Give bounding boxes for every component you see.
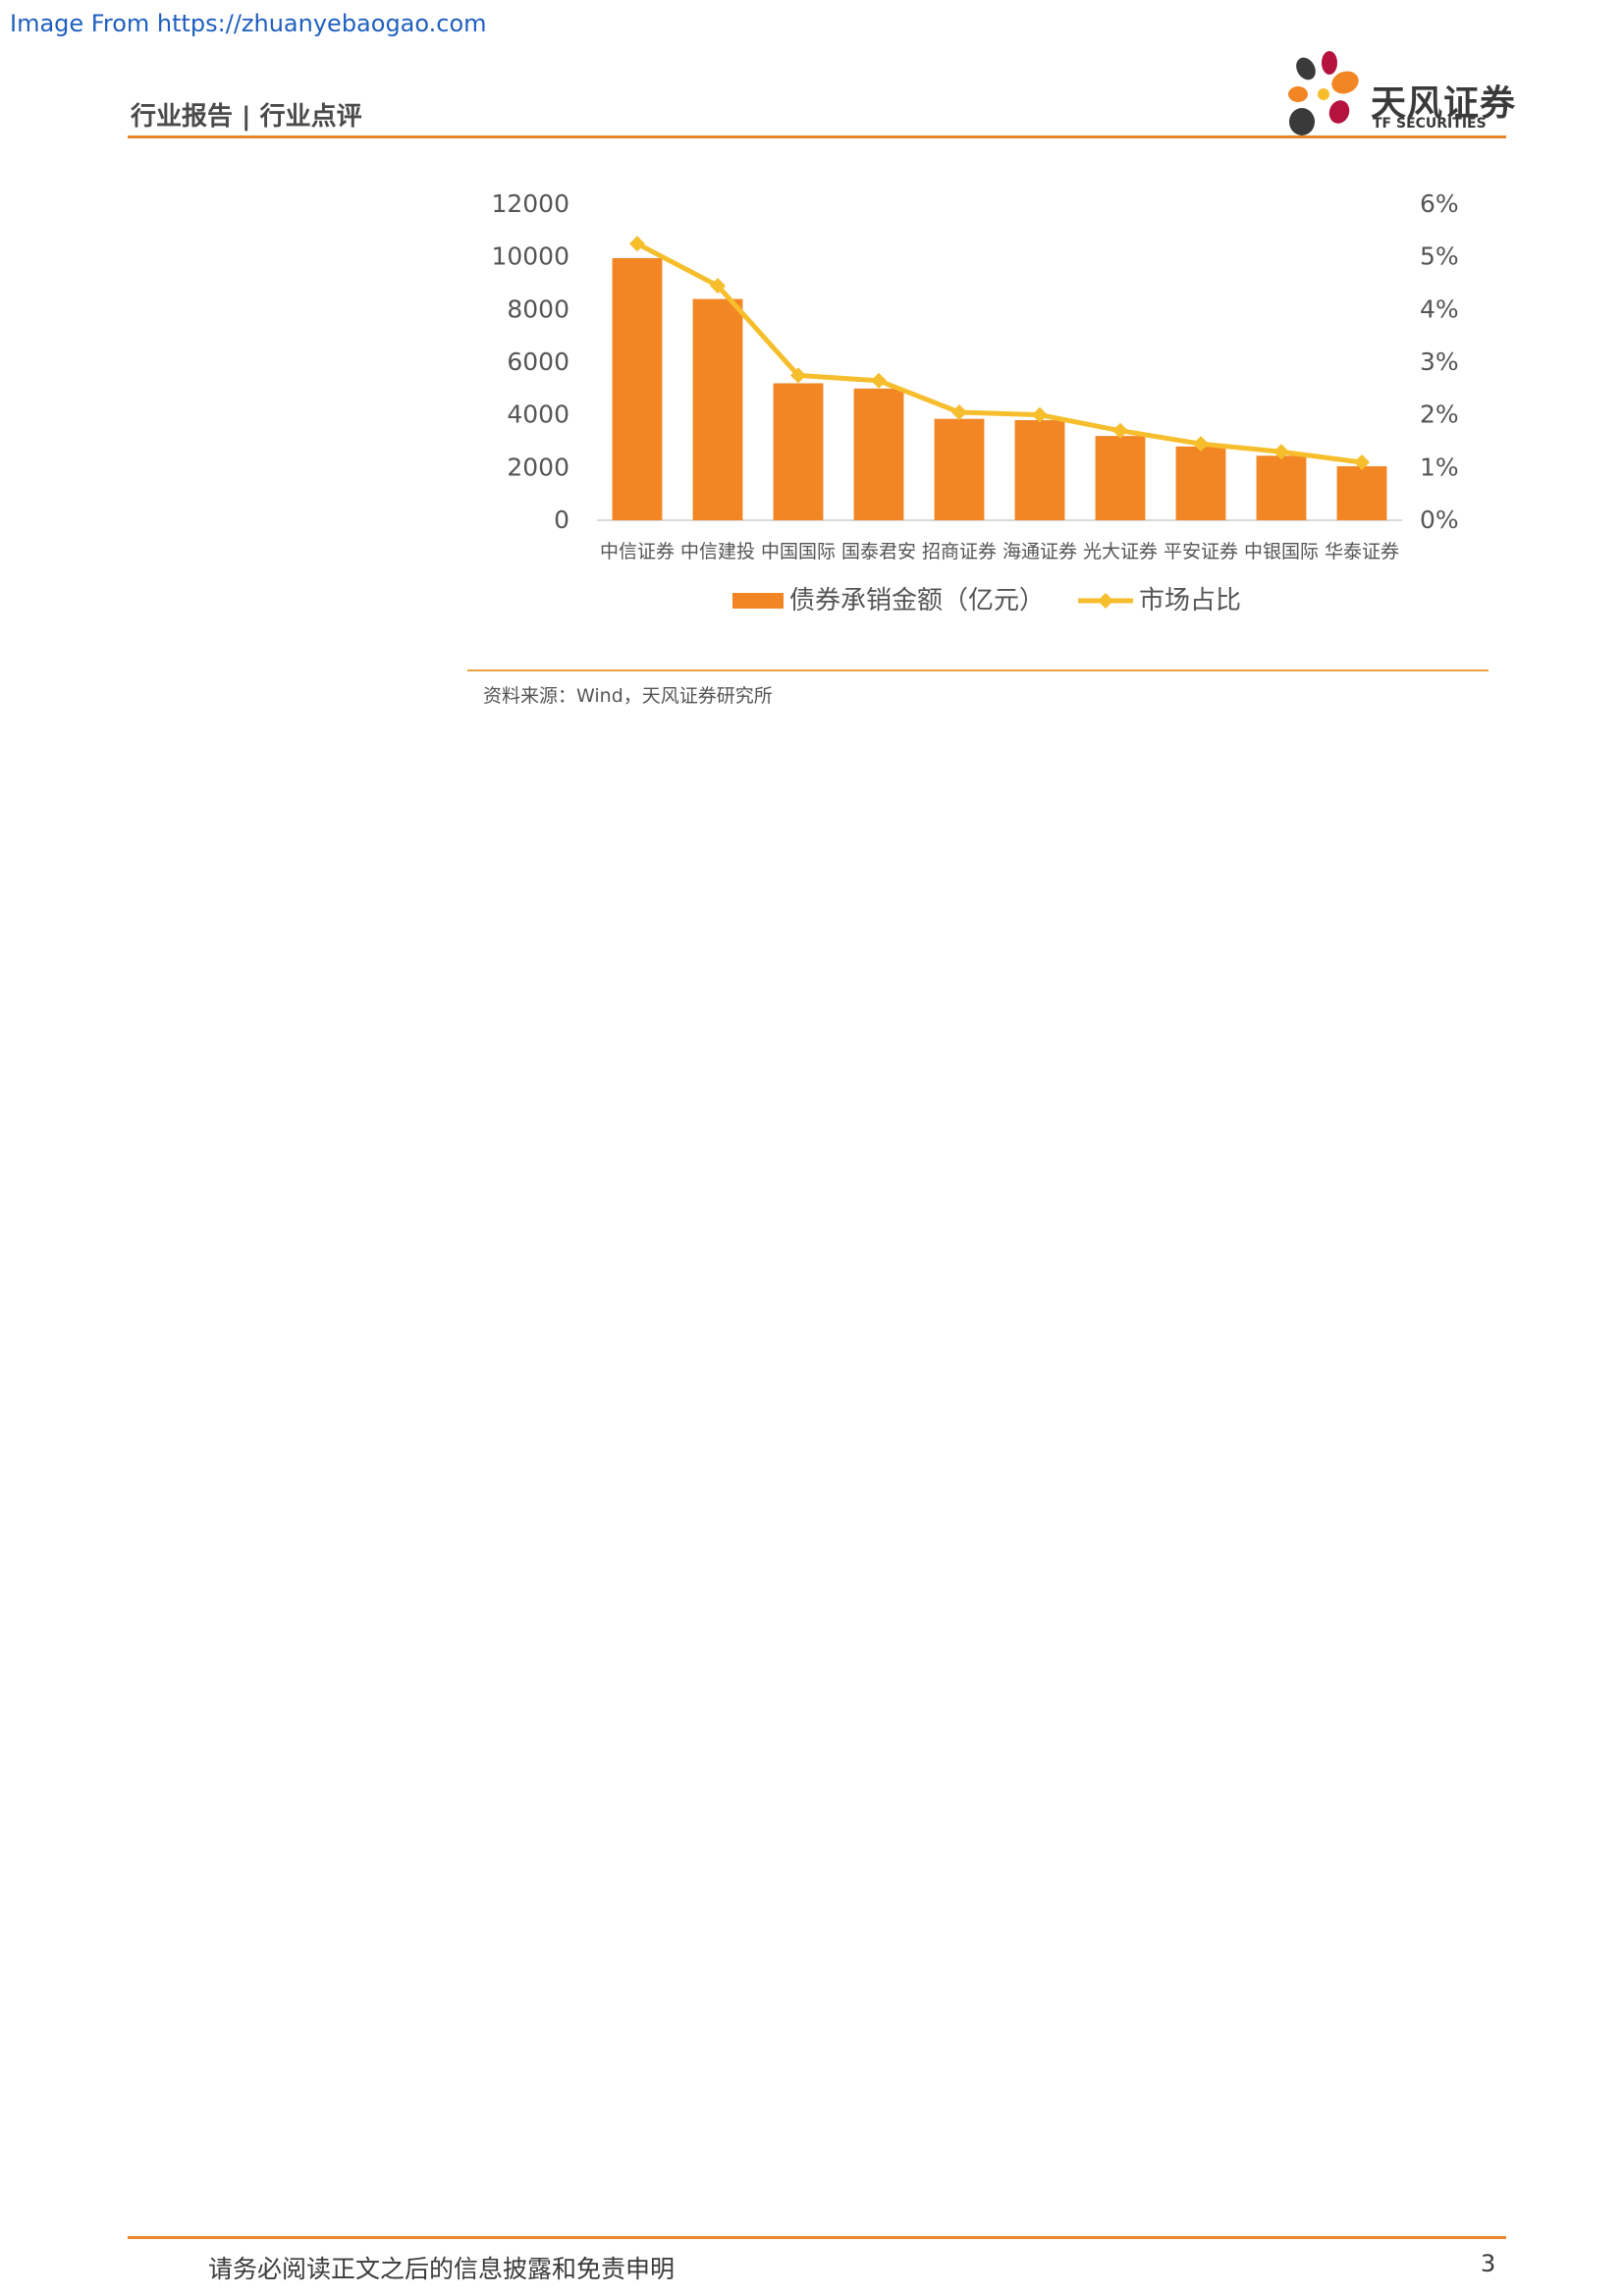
line-point	[951, 403, 967, 420]
line-point	[871, 372, 887, 389]
source-divider	[467, 669, 1489, 671]
bar	[1256, 455, 1307, 520]
y-right-tick-label: 0%	[1420, 506, 1459, 534]
line-point	[1354, 454, 1370, 470]
watermark-text: Image From https://zhuanyebaogao.com	[10, 10, 487, 37]
line-point	[1273, 444, 1289, 460]
legend-line-marker	[1098, 593, 1113, 609]
bar	[1175, 446, 1226, 520]
y-left-tick-label: 12000	[491, 189, 569, 218]
bar	[1095, 436, 1146, 520]
bond-underwriting-chart: 0 2000 4000 6000 8000 10000 12000 0% 1% 2% 3% 4% 5% 6…	[491, 189, 1459, 615]
bar	[1336, 465, 1387, 520]
page-number: 3	[1481, 2250, 1496, 2277]
line-point	[1032, 406, 1048, 423]
header-divider	[128, 135, 1506, 138]
line-point	[1112, 422, 1128, 439]
legend-line-label: 市场占比	[1139, 586, 1241, 615]
x-tick-label: 招商证券	[922, 541, 997, 562]
market-share-line	[635, 241, 1363, 465]
brand-name-en: TF SECURITIES	[1373, 116, 1487, 132]
bar	[773, 383, 824, 520]
line-point	[1193, 436, 1209, 453]
y-right-tick-label: 1%	[1420, 453, 1459, 481]
x-tick-label: 中信建投	[680, 541, 755, 562]
y-right-tick-label: 6%	[1420, 189, 1459, 218]
footer-divider	[128, 2236, 1506, 2239]
y-left-tick-label: 0	[554, 506, 569, 534]
footer-disclaimer: 请务必阅读正文之后的信息披露和免责申明	[208, 2255, 676, 2283]
y-left-tick-label: 6000	[507, 347, 569, 376]
legend-bar-swatch	[732, 593, 784, 609]
brand-name-cn: 天风证券	[1371, 83, 1517, 124]
x-tick-label: 海通证券	[1002, 541, 1077, 562]
y-left-tick-label: 2000	[507, 453, 569, 481]
x-tick-label: 华泰证券	[1325, 541, 1399, 562]
y-left-tick-label: 8000	[507, 294, 569, 323]
line-point	[790, 367, 806, 384]
x-tick-label: 中银国际	[1244, 541, 1319, 562]
bar	[1014, 420, 1065, 520]
y-left-tick-label: 4000	[507, 400, 569, 429]
line-point	[629, 236, 645, 252]
x-tick-label: 平安证券	[1164, 541, 1238, 562]
y-right-tick-label: 5%	[1420, 242, 1459, 271]
line-point	[710, 278, 726, 294]
bar	[612, 258, 663, 520]
y-right-tick-label: 3%	[1420, 347, 1459, 376]
bar	[934, 418, 985, 520]
x-tick-label: 光大证券	[1083, 541, 1158, 562]
x-tick-label: 中信证券	[600, 541, 675, 562]
x-tick-label: 国泰君安	[841, 541, 916, 562]
y-right-tick-label: 4%	[1420, 294, 1459, 323]
bar	[692, 298, 743, 520]
bar	[853, 388, 904, 520]
source-note: 资料来源：Wind，天风证券研究所	[483, 685, 773, 707]
tf-securities-logo-icon	[1288, 51, 1359, 135]
report-type-label: 行业报告 | 行业点评	[131, 102, 362, 132]
y-left-tick-label: 10000	[491, 242, 569, 271]
legend-bar-label: 债券承销金额（亿元）	[789, 586, 1045, 615]
y-right-tick-label: 2%	[1420, 400, 1459, 429]
x-tick-label: 中国国际	[761, 541, 836, 562]
